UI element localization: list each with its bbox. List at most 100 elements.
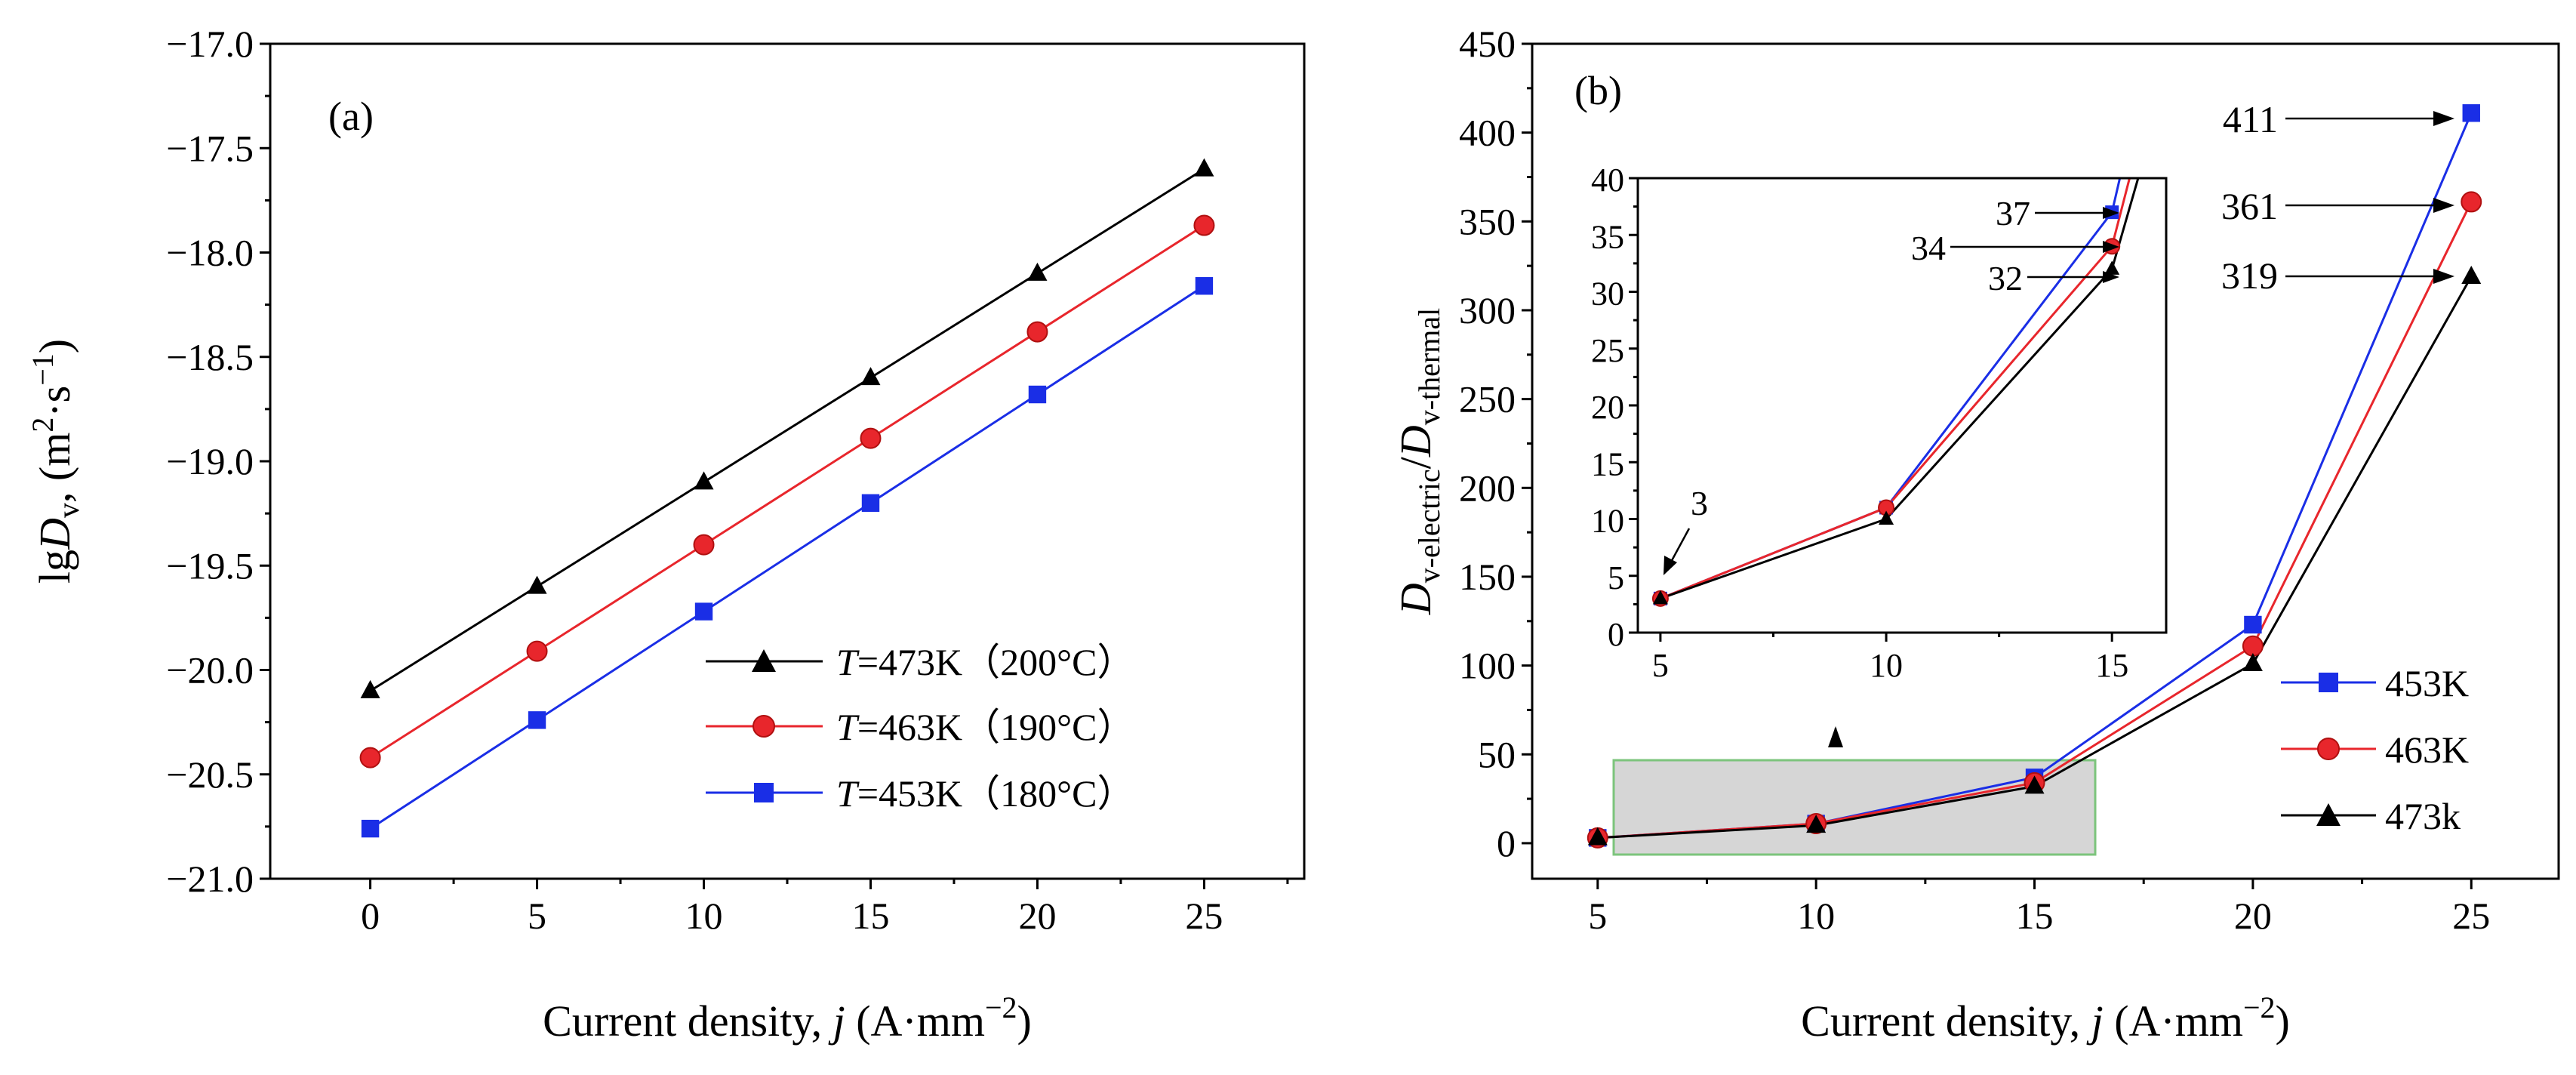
panel-a-point-t-463k-190-c-x15 <box>860 427 882 449</box>
legend-entry-463K-b: 463K <box>2385 728 2469 771</box>
panel-a-point-t-473k-200-c-x10 <box>694 471 714 490</box>
panel-b-y-tick-label-300: 300 <box>1459 289 1516 331</box>
panel-b-x-tick-label-5: 5 <box>1588 895 1607 937</box>
legend-marker-453K <box>754 783 774 802</box>
legend-entry-473k-b: 473k <box>2385 795 2461 837</box>
panel-a-point-t-463k-190-c-x5 <box>526 640 548 662</box>
panel-b-point-473k-x25 <box>2461 265 2482 285</box>
panel-a-y-tick-label-17-5: −17.5 <box>166 127 254 169</box>
panel-a-x-title: Current density, j (A·mm−2) <box>543 990 1032 1046</box>
inset-annotation-32-arrowhead <box>2103 271 2119 283</box>
annotation-361: 361 <box>2221 185 2278 227</box>
panel-a-point-t-473k-200-c-x25 <box>1194 158 1214 177</box>
panel-a-point-t-473k-200-c-x5 <box>527 575 547 594</box>
panel-a-y-tick-label-18-5: −18.5 <box>166 336 254 378</box>
inset-annotation-3-arrowhead <box>1663 556 1677 575</box>
panel-b-point-463k-x20 <box>2242 635 2264 657</box>
inset-annotation-37-arrowhead <box>2103 207 2119 219</box>
panel-a-series <box>359 158 1215 838</box>
panel-a-legend: T=473K（200°C） T=463K（190°C） T=453K（180°C… <box>706 641 1134 815</box>
panel-a-x-tick-label-10: 10 <box>685 895 723 937</box>
panel-b-point-473k-x5 <box>1587 827 1608 846</box>
panel-a-y-tick-label-20-5: −20.5 <box>166 753 254 796</box>
panel-a-point-t-453k-180-c-x20 <box>1028 385 1047 404</box>
panel-b-y-tick-label-350: 350 <box>1459 200 1516 242</box>
inset-y-tick-label-15: 15 <box>1591 445 1624 482</box>
inset-annotation-32: 32 <box>1988 259 2023 297</box>
inset-point-473k-x15 <box>2104 260 2120 275</box>
inset-y-tick-label-5: 5 <box>1608 559 1624 596</box>
panel-a-point-t-453k-180-c-x5 <box>528 711 546 729</box>
panel-a-point-t-463k-190-c-x0 <box>359 747 381 769</box>
panel-b-point-473k-x10 <box>1806 815 1827 833</box>
panel-a-point-t-453k-180-c-x25 <box>1195 277 1214 295</box>
inset-annotation-34-arrowhead <box>2103 241 2119 253</box>
panel-b-y-tick-label-50: 50 <box>1478 733 1516 775</box>
panel-a-series-line-t-453k-180-c <box>369 285 1205 830</box>
inset-y-tick-label-20: 20 <box>1591 389 1624 426</box>
panel-a-x-ticks: 0 5 10 15 20 25 <box>361 879 1289 937</box>
panel-b-y-tick-label-200: 200 <box>1459 467 1516 509</box>
legend-entry-473K: T=473K（200°C） <box>836 641 1134 683</box>
inset-point-473k-x10 <box>1879 510 1894 525</box>
legend-marker-463K-b <box>2317 738 2340 760</box>
panel-b-x-tick-label-20: 20 <box>2234 895 2272 937</box>
inset-y-ticks: 0 5 10 15 20 25 30 35 40 <box>1591 162 1638 653</box>
panel-b-point-453k-x25 <box>2462 104 2480 122</box>
panel-b-y-tick-label-100: 100 <box>1459 645 1516 687</box>
panel-a-y-tick-label-19-0: −19.0 <box>166 440 254 482</box>
panel-a: −21.0 −20.5 −20.0 −19.5 −19.0 −18.5 −18.0 −17.5… <box>26 23 1306 1046</box>
panel-a-point-t-473k-200-c-x0 <box>360 679 380 698</box>
panel-b-legend: 453K 463K 473k <box>2281 662 2469 837</box>
inset-y-tick-label-40: 40 <box>1591 162 1624 199</box>
panel-a-x-tick-label-25: 25 <box>1185 895 1223 937</box>
inset-annotation-3-arrow <box>1668 528 1691 565</box>
panel-a-series-line-t-473k-200-c <box>369 168 1205 692</box>
panel-b-x-tick-label-10: 10 <box>1797 895 1835 937</box>
inset-annotation-37: 37 <box>1996 194 2030 233</box>
annotation-319: 319 <box>2221 254 2278 297</box>
annotation-411: 411 <box>2223 98 2278 140</box>
legend-entry-463K: T=463K（190°C） <box>836 706 1134 748</box>
inset-y-tick-label-30: 30 <box>1591 276 1624 313</box>
inset-x-tick-label-15: 15 <box>2095 647 2128 684</box>
panel-b-x-tick-label-25: 25 <box>2452 895 2490 937</box>
panel-a-point-t-463k-190-c-x20 <box>1026 321 1048 343</box>
zoom-highlight-box <box>1612 759 2097 856</box>
zoom-arrowhead <box>1828 726 1843 747</box>
inset-y-tick-label-0: 0 <box>1608 616 1624 653</box>
panel-a-frame <box>269 42 1306 880</box>
panel-a-y-tick-label-17-0: −17.0 <box>166 23 254 65</box>
inset-point-473k-x5 <box>1652 590 1668 605</box>
inset-x-tick-label-5: 5 <box>1652 647 1669 684</box>
inset-y-tick-label-10: 10 <box>1591 503 1624 540</box>
legend-marker-463K <box>752 715 775 738</box>
panel-a-point-t-453k-180-c-x15 <box>861 494 880 512</box>
panel-a-x-tick-label-20: 20 <box>1018 895 1056 937</box>
annotation-361-arrowhead <box>2433 198 2454 213</box>
panel-a-point-t-473k-200-c-x20 <box>1027 262 1048 281</box>
inset-x-ticks: 5 10 15 <box>1652 633 2128 684</box>
panel-b-y-tick-label-150: 150 <box>1459 556 1516 598</box>
panel-b-y-tick-label-0: 0 <box>1497 822 1516 864</box>
inset-y-tick-label-25: 25 <box>1591 332 1624 369</box>
panel-a-y-tick-label-18-0: −18.0 <box>166 232 254 274</box>
panel-b-x-ticks: 5 10 15 20 25 <box>1588 879 2490 937</box>
panel-a-point-t-463k-190-c-x10 <box>693 534 715 556</box>
panel-b-y-ticks: 0 50 100 150 200 250 300 350 400 450 <box>1459 23 1532 864</box>
inset-y-tick-label-35: 35 <box>1591 218 1624 255</box>
panel-a-x-tick-label-15: 15 <box>851 895 889 937</box>
panel-a-series-line-t-463k-190-c <box>369 224 1205 759</box>
legend-entry-453K-b: 453K <box>2385 662 2469 704</box>
panel-b-point-473k-x20 <box>2242 652 2263 672</box>
panel-a-point-t-473k-200-c-x15 <box>860 367 881 386</box>
panel-a-tag: (a) <box>328 94 374 139</box>
panel-a-point-t-463k-190-c-x25 <box>1193 214 1215 236</box>
panel-a-y-tick-label-20-0: −20.0 <box>166 649 254 692</box>
panel-b-y-title: Dv-electric/Dv-thermal <box>1391 308 1446 615</box>
annotation-411-arrowhead <box>2433 111 2454 126</box>
panel-b-y-tick-label-400: 400 <box>1459 112 1516 154</box>
